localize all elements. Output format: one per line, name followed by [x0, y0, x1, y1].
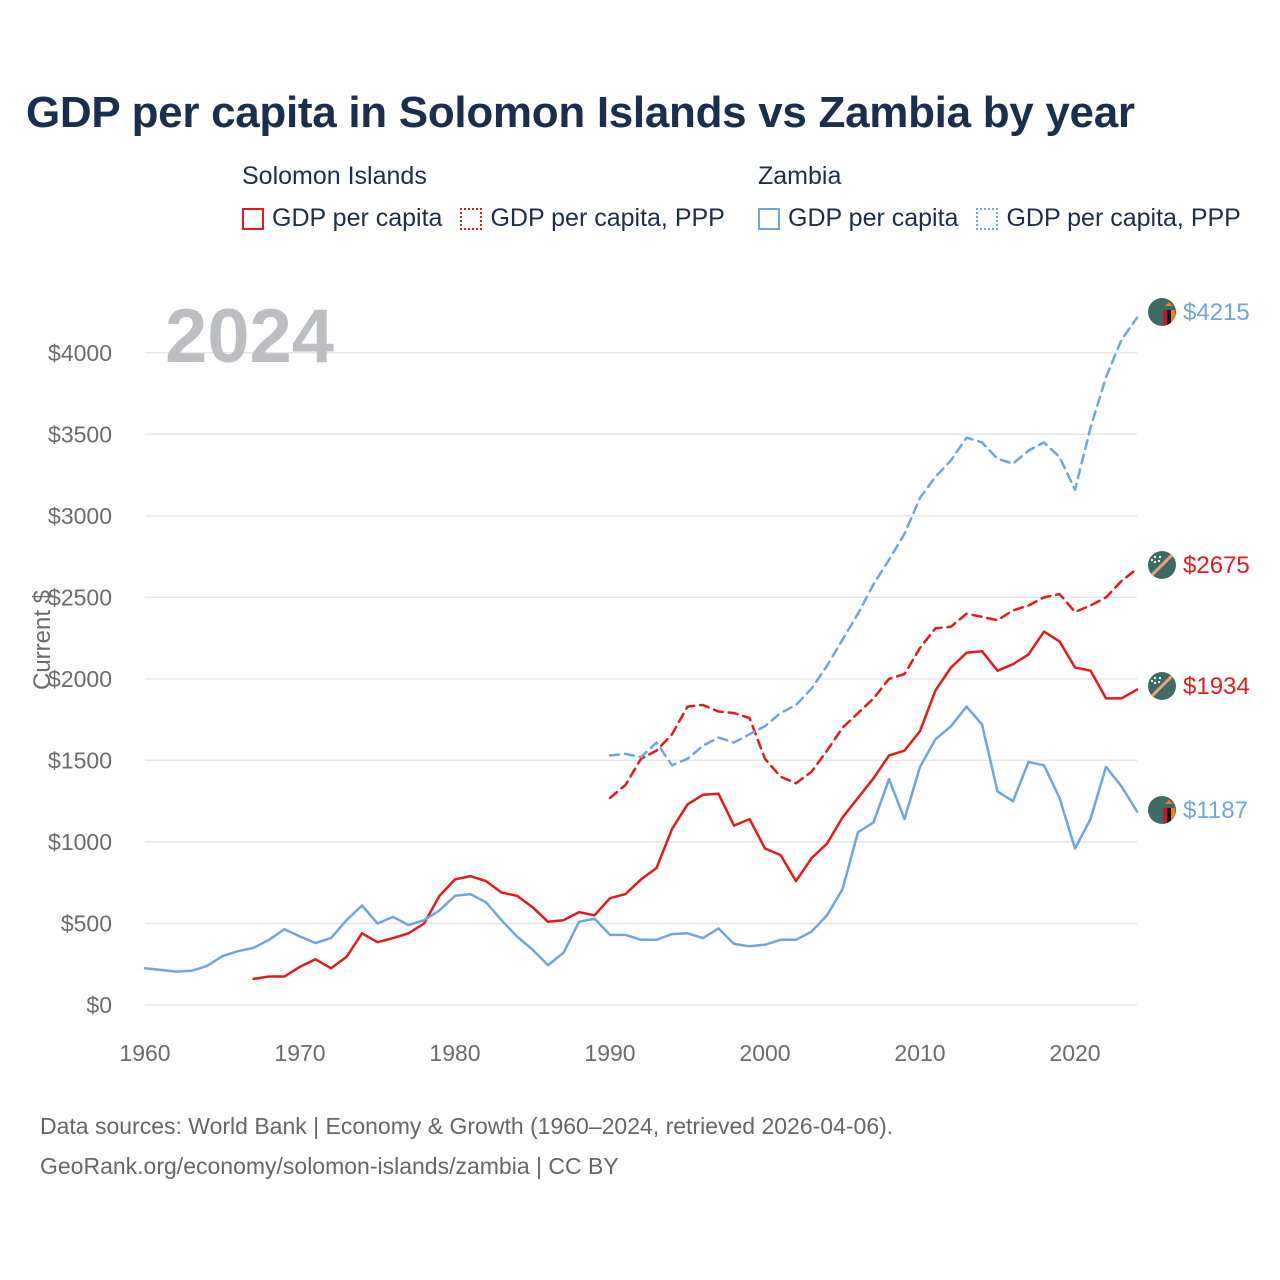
legend-group-title: Zambia	[758, 162, 842, 190]
y-tick-label: $4000	[48, 340, 112, 366]
y-tick-label: $1500	[48, 747, 112, 773]
legend-group-solomon-islands: Solomon Islands GDP per capita GDP per c…	[242, 162, 725, 233]
legend-item-solomon-gdp-ppp[interactable]: GDP per capita, PPP	[460, 204, 725, 233]
y-tick-label: $2500	[48, 584, 112, 610]
x-axis: 1960 1970 1980 1990 2000 2010 2020	[119, 1040, 1100, 1066]
end-value-label: $2675	[1183, 552, 1250, 579]
y-tick-label: $2000	[48, 666, 112, 692]
legend-swatch-dotted	[460, 207, 483, 230]
x-tick-label: 1960	[119, 1040, 170, 1066]
legend-item-zambia-gdp-ppp[interactable]: GDP per capita, PPP	[976, 204, 1241, 233]
x-tick-label: 2000	[739, 1040, 790, 1066]
end-value-label: $1934	[1183, 673, 1250, 700]
grid-lines	[145, 352, 1137, 1006]
x-tick-label: 2020	[1049, 1040, 1100, 1066]
legend-item-zambia-gdp[interactable]: GDP per capita	[758, 204, 958, 233]
year-watermark: 2024	[165, 294, 334, 379]
legend-label: GDP per capita, PPP	[1006, 204, 1241, 232]
y-tick-label: $500	[61, 910, 112, 936]
series-lines	[143, 316, 1139, 981]
chart-title: GDP per capita in Solomon Islands vs Zam…	[26, 88, 1135, 137]
legend-group-title: Solomon Islands	[242, 162, 427, 190]
legend-swatch-solid	[242, 207, 264, 230]
y-axis-label: Current $	[29, 590, 56, 690]
solomon-islands-flag-icon	[1148, 551, 1176, 579]
x-tick-label: 1980	[429, 1040, 480, 1066]
legend-item-solomon-gdp[interactable]: GDP per capita	[242, 204, 442, 233]
end-value-label: $1187	[1183, 797, 1248, 824]
series-line	[608, 316, 1139, 767]
y-tick-label: $0	[86, 992, 112, 1018]
legend-swatch-solid	[758, 207, 780, 230]
data-source-note: Data sources: World Bank | Economy & Gro…	[40, 1113, 894, 1139]
x-tick-label: 1990	[584, 1040, 635, 1066]
end-value-label: $4215	[1183, 299, 1250, 326]
end-markers: $4215 $2675 $1934 $1187	[1148, 298, 1250, 824]
x-tick-label: 1970	[274, 1040, 325, 1066]
solomon-islands-flag-icon	[1148, 672, 1176, 700]
legend-label: GDP per capita	[788, 204, 959, 232]
footer: Data sources: World Bank | Economy & Gro…	[40, 1106, 893, 1186]
series-line	[608, 567, 1139, 800]
legend-label: GDP per capita	[272, 204, 443, 232]
zambia-flag-icon	[1148, 298, 1176, 326]
x-tick-label: 2010	[894, 1040, 945, 1066]
y-tick-label: $1000	[48, 829, 112, 855]
series-line	[143, 705, 1139, 973]
source-link[interactable]: GeoRank.org/economy/solomon-islands/zamb…	[40, 1153, 619, 1179]
y-tick-label: $3500	[48, 421, 112, 447]
zambia-flag-icon	[1148, 796, 1176, 824]
legend-group-zambia: Zambia GDP per capita GDP per capita, PP…	[758, 162, 1241, 233]
y-tick-label: $3000	[48, 503, 112, 529]
series-line	[252, 630, 1139, 981]
legend-label: GDP per capita, PPP	[490, 204, 725, 232]
legend-swatch-dotted	[976, 207, 999, 230]
y-axis: $0 $500 $1000 $1500 $2000 $2500 $3000 $3500 $400…	[48, 340, 112, 1018]
